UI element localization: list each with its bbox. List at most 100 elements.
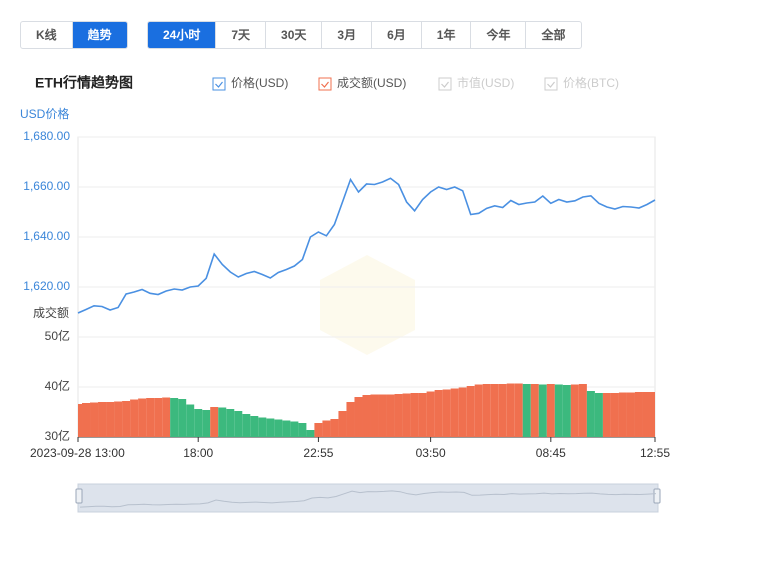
chart-title: ETH行情趋势图 [35,75,133,91]
legend-label: 价格(BTC) [563,75,619,90]
tab-button[interactable]: 全部 [525,22,580,48]
x-tick-label: 03:50 [416,446,446,460]
volume-bar [546,384,555,437]
legend-checkbox[interactable] [544,77,558,91]
x-tick-label: 22:55 [303,446,333,460]
volume-bar [418,393,427,437]
volume-bar [266,418,275,437]
volume-bar [426,391,435,437]
volume-bar [78,404,83,437]
volume-bar [138,398,147,437]
volume-bar [498,384,507,437]
volume-bar [434,390,443,437]
price-line [77,177,656,314]
legend-check [321,81,329,88]
volume-bar [210,407,219,437]
volume-bar [202,410,211,437]
legend-label: 价格(USD) [231,75,288,90]
tab-button[interactable]: K线 [36,28,57,42]
volume-bar [410,393,419,437]
volume-bar [274,419,283,437]
navigator-handle[interactable] [75,488,83,504]
volume-bar [402,393,411,437]
volume-bar [578,384,587,437]
y-tick-label: 1,640.00 [23,229,70,243]
legend-checkbox[interactable] [438,77,452,91]
navigator [77,483,659,513]
volume-bar [130,399,139,437]
volume-bar [386,394,395,437]
volume-bar [458,387,467,437]
y2-tick-label: 50亿 [45,328,70,343]
x-tick-label: 08:45 [536,446,566,460]
legend-checkbox[interactable] [318,77,332,91]
legend-check [441,81,449,88]
y-tick-label: 1,680.00 [23,129,70,143]
volume-bar [562,385,571,437]
volume-bar [642,392,651,437]
tab-button[interactable]: 趋势 [71,22,127,48]
tab-button[interactable]: 6月 [371,22,421,48]
volume-bar [538,384,547,437]
volume-bar [194,409,203,437]
volume-bar [178,399,187,437]
volume-bar [338,411,347,437]
volume-bar [554,384,563,437]
volume-bar [522,384,531,437]
volume-bar [626,392,635,437]
volume-bar [170,398,179,437]
volume-bar [298,423,307,437]
volume-bar [514,383,523,437]
volume-bar [610,393,619,437]
y2-tick-label: 30亿 [45,428,70,443]
y2-tick-label: 40亿 [45,378,70,393]
legend-label: 市值(USD) [457,75,514,90]
volume-bar [330,419,339,437]
volume-bar [282,420,291,437]
navigator-handle[interactable] [653,488,661,504]
legend-check [547,81,555,88]
legend-label: 成交额(USD) [337,75,406,90]
y-tick-label: 1,660.00 [23,179,70,193]
tab-button[interactable]: 3月 [321,22,371,48]
x-tick-label: 2023-09-28 13:00 [30,446,125,460]
tab-button[interactable]: 30天 [265,22,321,48]
y-tick-label: 1,620.00 [23,279,70,293]
volume-bar [250,416,259,437]
tab-button[interactable]: 1年 [420,22,471,48]
volume-bar [82,403,91,437]
volume-bar [466,386,475,437]
tab-button[interactable]: 7天 [215,22,265,48]
volume-bar [322,420,331,437]
volume-bar [154,398,163,437]
volume-bar [106,402,115,437]
volume-bar [570,384,579,437]
volume-bar [122,401,131,437]
volume-bar [114,401,123,437]
view-tabs: K线 趋势 [20,21,128,49]
volume-bar [602,393,611,437]
volume-bar [146,398,155,437]
volume-bar [218,407,227,437]
volume-bar [506,383,515,437]
x-tick-label: 18:00 [183,446,213,460]
tab-button[interactable]: 24小时 [148,22,216,48]
volume-bar [306,430,315,437]
volume-bar [490,384,499,437]
navigator-series [79,490,657,508]
volume-bar [290,421,299,437]
volume-bar [354,397,363,437]
volume-bar [442,389,451,437]
volume-bar [258,417,267,437]
volume-bar [634,392,643,437]
volume-bar [362,395,371,437]
volume-bar [98,402,107,437]
tab-button[interactable]: 今年 [470,22,525,48]
volume-bar [162,397,171,437]
volume-bar [474,384,483,437]
volume-bar [594,393,603,437]
volume-bar [482,384,491,437]
volume-bar [90,402,99,437]
legend-checkbox[interactable] [212,77,226,91]
